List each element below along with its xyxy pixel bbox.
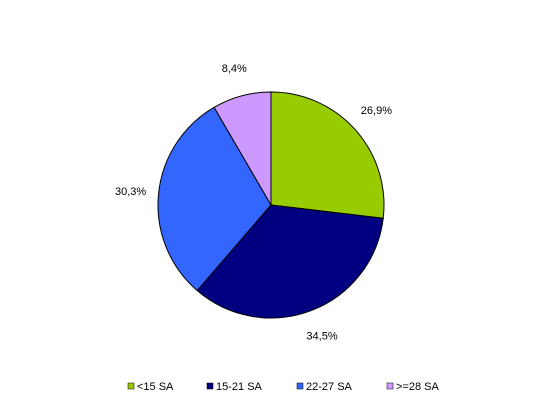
pie-slice [196, 204, 384, 319]
pie-slice [157, 106, 272, 292]
legend-label: 22-27 SA [306, 381, 353, 393]
data-label: 34,5% [306, 330, 337, 342]
legend-label: >=28 SA [396, 381, 439, 393]
data-label: 26,9% [361, 105, 392, 117]
legend-swatch [296, 382, 304, 390]
legend-label: 15-21 SA [216, 381, 263, 393]
data-label: 30,3% [115, 186, 146, 198]
legend-swatch [386, 382, 394, 390]
pie-slice [270, 91, 385, 219]
legend-swatch [127, 382, 135, 390]
legend-label: <15 SA [137, 381, 174, 393]
pie-slice [213, 91, 272, 207]
legend-swatch [206, 382, 214, 390]
data-label: 8,4% [222, 63, 247, 75]
